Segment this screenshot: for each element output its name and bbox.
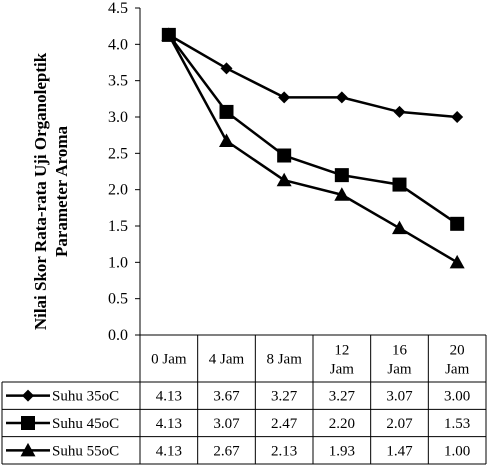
legend-marker-3 [20, 442, 36, 457]
y-tick-label: 4.5 [108, 0, 128, 17]
y-tick-label: 3.5 [108, 73, 128, 90]
x-category-label: 12 [334, 343, 349, 359]
legend-label-1: Suhu 35oC [52, 389, 119, 405]
legend-marker-2 [21, 416, 35, 430]
data-label-series-2: 2.20 [329, 416, 355, 432]
series-line-2 [167, 34, 458, 225]
data-label-series-3: 1.00 [444, 443, 470, 459]
data-point-series-3 [161, 27, 177, 41]
data-label-series-3: 4.13 [156, 443, 182, 459]
data-point-series-2 [392, 177, 407, 192]
legend-label-3: Suhu 55oC [52, 443, 119, 459]
y-axis-title-line: Nilai Skor Rata-rata Uji Organoleptik [31, 52, 50, 330]
legend-label-2: Suhu 45oC [52, 416, 119, 432]
data-label-series-2: 1.53 [444, 416, 470, 432]
data-label-series-2: 3.07 [213, 416, 240, 432]
x-category-label: 0 Jam [151, 352, 187, 368]
data-label-series-3: 1.47 [386, 443, 413, 459]
data-point-series-3 [219, 133, 234, 147]
x-category-label: 4 Jam [209, 352, 245, 368]
data-label-series-2: 2.07 [386, 416, 413, 432]
y-tick-label: 3.0 [108, 109, 128, 126]
data-point-series-2 [277, 148, 292, 163]
data-point-series-1 [220, 62, 233, 75]
data-point-series-1 [451, 111, 464, 123]
data-label-series-1: 3.00 [444, 389, 470, 405]
y-axis-title: Nilai Skor Rata-rata Uji Organoleptik Par… [31, 52, 71, 330]
x-category-label: Jam [330, 362, 354, 378]
data-point-series-1 [278, 91, 291, 104]
data-point-series-2 [450, 216, 465, 231]
y-tick-label: 1.5 [108, 218, 128, 235]
y-tick-label: 4.0 [108, 36, 128, 53]
y-tick-label: 2.5 [108, 145, 128, 162]
x-category-label: 16 [392, 343, 408, 359]
y-axis-title-line: Parameter Aroma [52, 125, 71, 257]
data-label-series-2: 4.13 [156, 416, 182, 432]
data-label-series-1: 3.27 [271, 389, 298, 405]
series-line-1 [168, 33, 458, 119]
data-point-series-2 [334, 168, 349, 183]
data-label-series-1: 4.13 [156, 389, 182, 405]
y-tick-label: 1.0 [108, 254, 128, 271]
x-category-label: 20 [450, 343, 465, 359]
data-label-series-2: 2.47 [271, 416, 298, 432]
data-point-series-3 [334, 187, 350, 201]
series-line-3 [167, 34, 458, 264]
data-label-series-3: 1.93 [329, 443, 355, 459]
x-category-label: 8 Jam [266, 352, 302, 368]
data-label-series-1: 3.27 [329, 389, 356, 405]
data-point-series-3 [449, 254, 465, 269]
x-category-label: Jam [445, 362, 469, 378]
data-label-series-3: 2.67 [213, 443, 240, 459]
data-label-series-1: 3.07 [386, 389, 413, 405]
data-label-series-3: 2.13 [271, 443, 297, 459]
data-point-series-1 [393, 105, 406, 118]
y-tick-label: 2.0 [108, 182, 128, 199]
y-tick-label: 0.5 [108, 291, 128, 308]
y-tick-label: 0.0 [108, 327, 128, 344]
legend-marker-1 [22, 389, 34, 402]
x-category-label: Jam [387, 362, 411, 378]
data-point-series-2 [219, 104, 234, 119]
data-point-series-3 [276, 172, 292, 187]
data-point-series-3 [392, 220, 407, 235]
data-point-series-1 [335, 91, 348, 104]
data-label-series-1: 3.67 [213, 389, 240, 405]
